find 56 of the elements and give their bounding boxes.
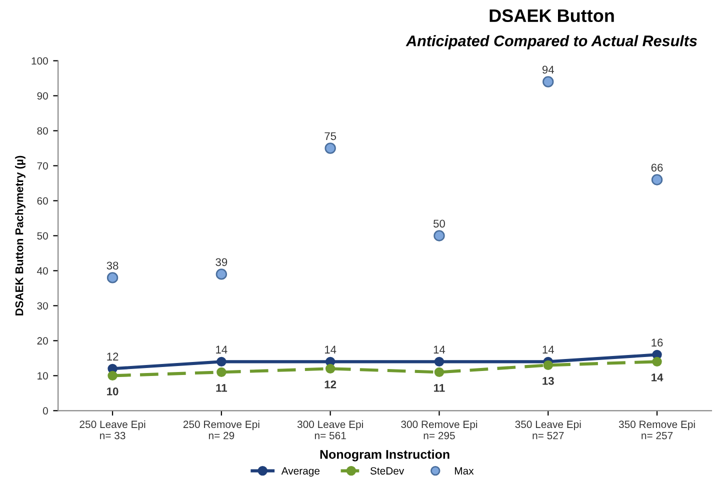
x-tick-label: 300 Remove Epi n= 295	[401, 420, 478, 440]
legend-label: Average	[281, 467, 320, 477]
x-tick-label: 250 Leave Epi n= 33	[80, 420, 146, 440]
y-tick-label: 100	[32, 57, 48, 65]
y-tick-label: 90	[37, 92, 48, 100]
point	[543, 360, 553, 370]
y-tick-label: 20	[37, 337, 48, 345]
y-tick-label: 0	[42, 407, 48, 415]
x-tick-label: 250 Remove Epi n= 29	[183, 420, 260, 440]
data-label: 16	[652, 338, 663, 347]
data-label: 94	[542, 66, 554, 74]
data-label: 75	[324, 132, 336, 140]
point	[324, 142, 336, 154]
chart-title: DSAEK Button	[490, 9, 614, 22]
data-label: 14	[652, 374, 664, 382]
data-label: 12	[324, 380, 336, 388]
x-axis-title: Nonogram Instruction	[320, 450, 450, 462]
data-label: 14	[434, 346, 446, 354]
point	[651, 174, 663, 186]
legend-label: SteDev	[370, 467, 404, 475]
data-label: 50	[433, 220, 445, 228]
point	[325, 364, 336, 374]
legend-label: Max	[454, 467, 474, 475]
data-label: 14	[216, 346, 228, 354]
data-label: 66	[651, 164, 663, 172]
point	[434, 230, 445, 242]
point	[434, 367, 444, 378]
point	[216, 356, 226, 367]
y-tick-label: 80	[37, 127, 48, 135]
y-tick-label: 30	[37, 302, 48, 310]
point	[216, 367, 226, 378]
x-tick-label: 350 Leave Epi n= 527	[515, 420, 581, 440]
chart-subtitle: Anticipated Compared to Actual Results	[406, 35, 697, 50]
y-tick-label: 60	[37, 197, 48, 205]
y-tick-label: 10	[38, 372, 48, 380]
y-tick-label: 70	[37, 162, 48, 170]
point	[542, 76, 554, 88]
y-tick-label: 40	[37, 267, 48, 275]
point	[434, 356, 444, 367]
x-tick-label: 350 Remove Epi n= 257	[618, 420, 695, 440]
data-label: 39	[216, 258, 228, 266]
y-tick-label: 50	[37, 232, 48, 240]
point	[106, 272, 118, 284]
data-label: 13	[542, 376, 554, 385]
data-label: 10	[107, 387, 118, 396]
data-label: 14	[325, 346, 336, 354]
data-label: 38	[106, 262, 118, 270]
y-axis-title: DSAEK Button Pachymetry (µ)	[15, 156, 26, 316]
data-label: 14	[542, 346, 554, 354]
data-label: 11	[216, 384, 227, 392]
x-tick-label: 300 Leave Epi n= 561	[297, 420, 363, 440]
data-label: 12	[107, 352, 118, 360]
point	[652, 356, 662, 367]
data-label: 11	[434, 384, 445, 392]
point	[108, 370, 118, 381]
point	[216, 268, 228, 280]
